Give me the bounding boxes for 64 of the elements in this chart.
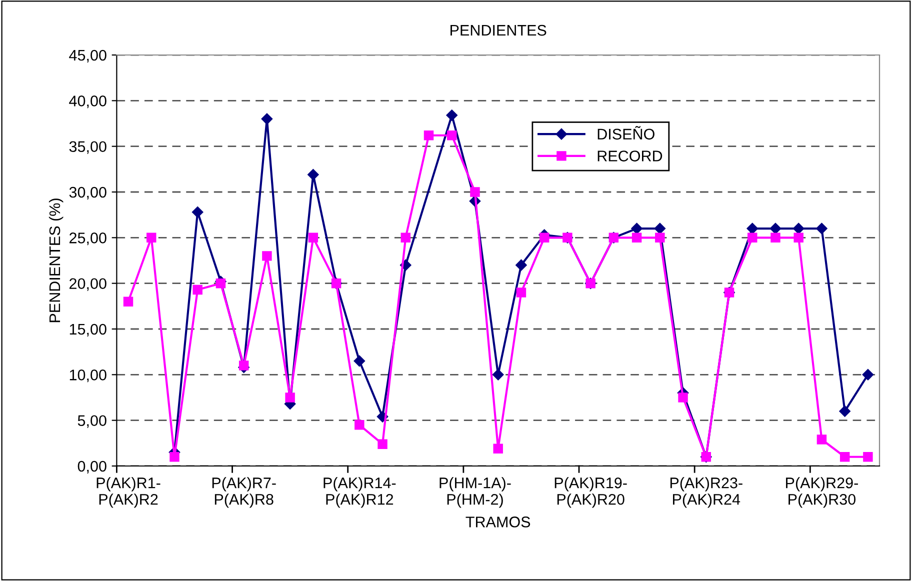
x-tick-label: P(AK)R23- P(AK)R24 [670,477,742,508]
point [792,222,804,234]
point [539,232,550,243]
point [654,222,666,234]
point [632,232,642,243]
point [261,113,273,125]
point [816,222,828,234]
point [400,232,410,243]
point [678,392,688,402]
chart-title: PENDIENTES [450,24,546,36]
point [262,251,272,261]
point [770,222,782,234]
point [308,169,319,180]
y-tick-label: 45,00 [69,50,106,62]
point [192,206,204,218]
y-axis-title: PENDIENTES (%) [48,198,64,322]
point [863,452,873,462]
point [493,444,503,454]
y-tick-label: 30,00 [69,186,106,200]
point [492,369,504,380]
y-tick-label: 25,00 [70,232,106,246]
x-tick-label: P(HM-1A)- P(HM-2) [440,477,511,508]
point [146,232,156,243]
point [770,232,780,243]
y-tick-label: 10,00 [70,370,106,382]
point [447,130,457,140]
point [446,110,458,121]
point [308,232,318,243]
point [424,130,434,140]
point [746,222,758,234]
point [816,434,827,444]
x-tick-label: P(AK)R19- P(AK)R20 [554,477,627,508]
y-tick-label: 0,00 [78,460,106,474]
point [354,355,366,367]
point [285,392,295,402]
point [794,232,804,243]
y-tick-label: 20,00 [70,278,106,291]
x-tick-label: P(AK)R29- P(AK)R30 [786,477,858,508]
point [839,406,850,417]
x-tick-label: P(AK)R7- P(AK)R8 [212,477,276,508]
x-axis-title: TRAMOS [466,516,530,528]
point [170,452,180,462]
legend-label: RECORD [598,150,662,162]
y-tick-label: 5,00 [78,415,106,428]
point [123,296,134,306]
point [655,232,665,243]
point [840,452,850,462]
point [216,278,226,288]
point [470,187,480,197]
point [516,288,526,298]
x-tick-label: P(AK)R1- P(AK)R2 [96,477,160,508]
point [378,439,388,449]
x-tick-label: P(AK)R14- P(AK)R12 [324,477,396,508]
y-tick-label: 40,00 [69,96,106,108]
y-tick-label: 15,00 [70,324,106,336]
y-tick-label: 35,00 [69,141,106,154]
point [516,259,527,271]
point [862,369,874,380]
point [748,232,758,243]
point [631,222,642,234]
point [238,360,249,370]
legend-label: DISEÑO [598,126,654,140]
point [192,284,202,295]
point [354,420,364,430]
